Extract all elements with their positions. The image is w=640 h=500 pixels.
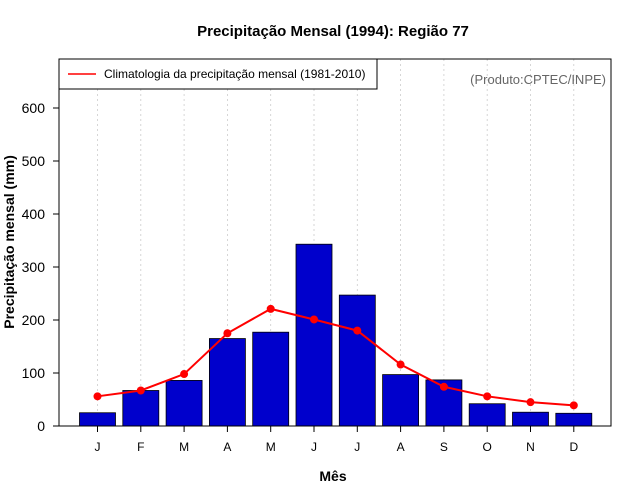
climatology-point-6 [310, 315, 318, 324]
x-tick-label: J [354, 440, 360, 454]
bar-4 [208, 338, 246, 427]
climatology-point-1 [93, 392, 102, 401]
climatology-series [93, 304, 578, 410]
x-tick-label: J [95, 440, 101, 454]
climatology-point-2 [136, 386, 145, 395]
x-tick-label: M [179, 440, 189, 454]
climatology-point-4 [223, 329, 232, 338]
y-tick-label: 100 [22, 365, 46, 381]
climatology-point-8 [396, 360, 405, 369]
y-tick-label: 300 [22, 259, 46, 275]
grid-lines [97, 59, 575, 426]
x-tick-label: J [311, 440, 317, 454]
climatology-point-7 [353, 326, 362, 335]
source-annotation: (Produto:CPTEC/INPE) [470, 72, 606, 87]
climatology-line [97, 307, 574, 407]
bar-12 [555, 412, 593, 427]
climatology-point-10 [483, 392, 492, 401]
bar-7 [338, 294, 376, 427]
climatology-point-9 [439, 382, 448, 391]
y-tick-label: 600 [22, 100, 46, 116]
climatology-point-11 [526, 398, 535, 407]
plot-frame [58, 58, 612, 427]
bar-10 [468, 403, 506, 427]
x-tick-label: M [266, 440, 276, 454]
x-tick-label: A [223, 440, 231, 454]
x-axis-label: Mês [319, 468, 346, 484]
bar-1 [79, 412, 116, 427]
x-tick-label: O [483, 440, 492, 454]
x-tick-label: F [137, 440, 144, 454]
legend-entry-climatology: Climatologia da precipitação mensal (198… [104, 67, 365, 81]
legend-box [58, 58, 378, 90]
y-tick-label: 400 [22, 206, 46, 222]
bar-5 [252, 331, 290, 427]
climatology-point-3 [180, 370, 189, 379]
climatology-point-5 [266, 304, 275, 313]
chart-title: Precipitação Mensal (1994): Região 77 [197, 23, 469, 40]
bar-8 [382, 374, 420, 427]
x-tick-label: S [440, 440, 448, 454]
bar-11 [512, 411, 549, 427]
climatology-point-12 [569, 401, 578, 410]
bar-series [79, 243, 593, 427]
y-axis-label: Precipitação mensal (mm) [1, 155, 17, 329]
bar-3 [165, 380, 203, 427]
y-tick-label: 0 [37, 418, 45, 434]
x-tick-label: N [526, 440, 535, 454]
x-tick-label: D [569, 440, 578, 454]
bar-2 [122, 390, 160, 427]
x-tick-label: A [397, 440, 405, 454]
legend: Climatologia da precipitação mensal (198… [58, 58, 378, 90]
y-tick-label: 500 [22, 153, 46, 169]
y-tick-label: 200 [22, 312, 46, 328]
y-axis: 0 100 200 300 400 500 600 [22, 100, 60, 434]
bar-6 [295, 243, 333, 427]
